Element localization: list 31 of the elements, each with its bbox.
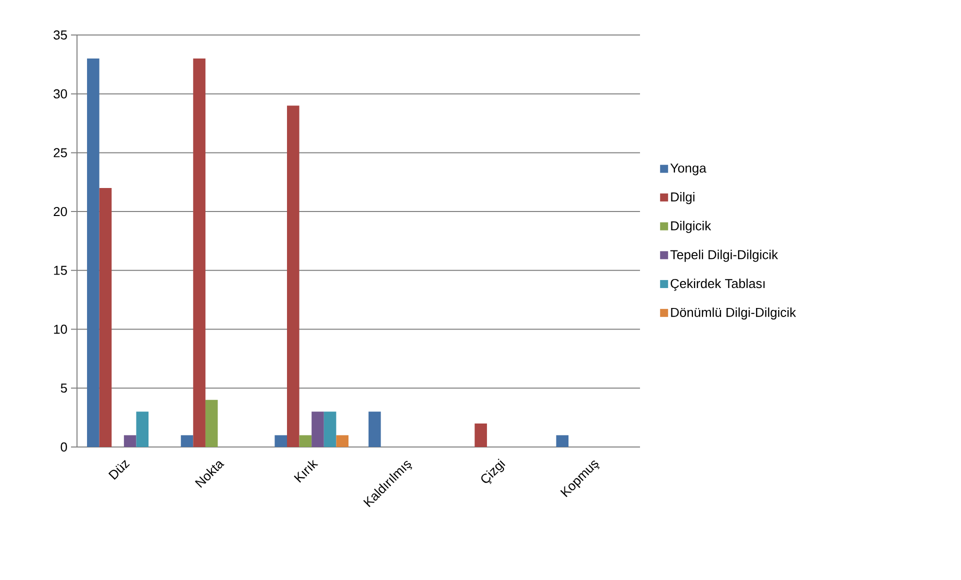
y-tick-label: 30 — [54, 89, 67, 98]
bar — [136, 412, 149, 447]
y-tick-label: 10 — [54, 324, 67, 334]
bar — [87, 58, 100, 447]
bar — [474, 423, 487, 447]
bar — [312, 412, 324, 447]
y-tick-label: 0 — [60, 442, 67, 452]
y-tick-label: 20 — [54, 206, 67, 216]
bar — [180, 435, 194, 447]
bar — [99, 188, 112, 447]
bar — [274, 435, 287, 447]
y-tick-label: 35 — [54, 30, 67, 40]
legend-label: Tepeli Dilgi-Dilgicik — [670, 250, 778, 262]
legend-label: Dilgicik — [671, 220, 712, 233]
y-tick-label: 5 — [60, 384, 67, 393]
bar — [324, 412, 336, 447]
y-tick-label: 25 — [54, 148, 67, 158]
x-tick-label: Düz — [108, 460, 130, 480]
legend-label: Yonga — [670, 164, 706, 176]
legend-label: Çekirdek Tablası — [670, 278, 765, 291]
bar — [299, 435, 312, 447]
bar — [368, 412, 381, 447]
bar — [556, 435, 568, 447]
legend-label: Dilgi — [671, 192, 694, 204]
legend-label: Dönümlü Dilgi-Dilgicik — [671, 307, 796, 320]
bar — [286, 106, 300, 447]
bar — [205, 400, 218, 447]
bar — [124, 435, 136, 447]
bar — [336, 435, 348, 447]
bar — [193, 58, 206, 447]
y-tick-label: 15 — [54, 266, 67, 275]
